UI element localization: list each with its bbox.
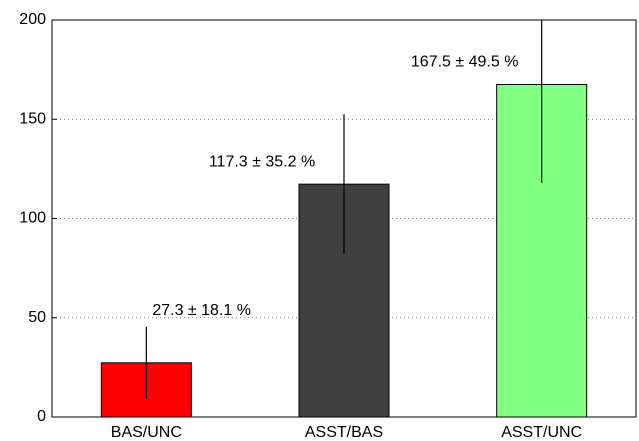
y-tick-label: 200 <box>19 11 46 28</box>
value-label: 27.3 ± 18.1 % <box>152 302 251 319</box>
x-tick-label: BAS/UNC <box>111 424 182 441</box>
x-tick-label: ASST/BAS <box>305 424 383 441</box>
y-tick-label: 150 <box>19 110 46 127</box>
x-tick-label: ASST/UNC <box>501 424 582 441</box>
value-label: 167.5 ± 49.5 % <box>411 54 519 71</box>
value-label: 117.3 ± 35.2 % <box>209 153 315 170</box>
y-tick-label: 50 <box>28 309 46 326</box>
y-tick-label: 100 <box>19 210 46 227</box>
y-tick-label: 0 <box>37 408 46 425</box>
